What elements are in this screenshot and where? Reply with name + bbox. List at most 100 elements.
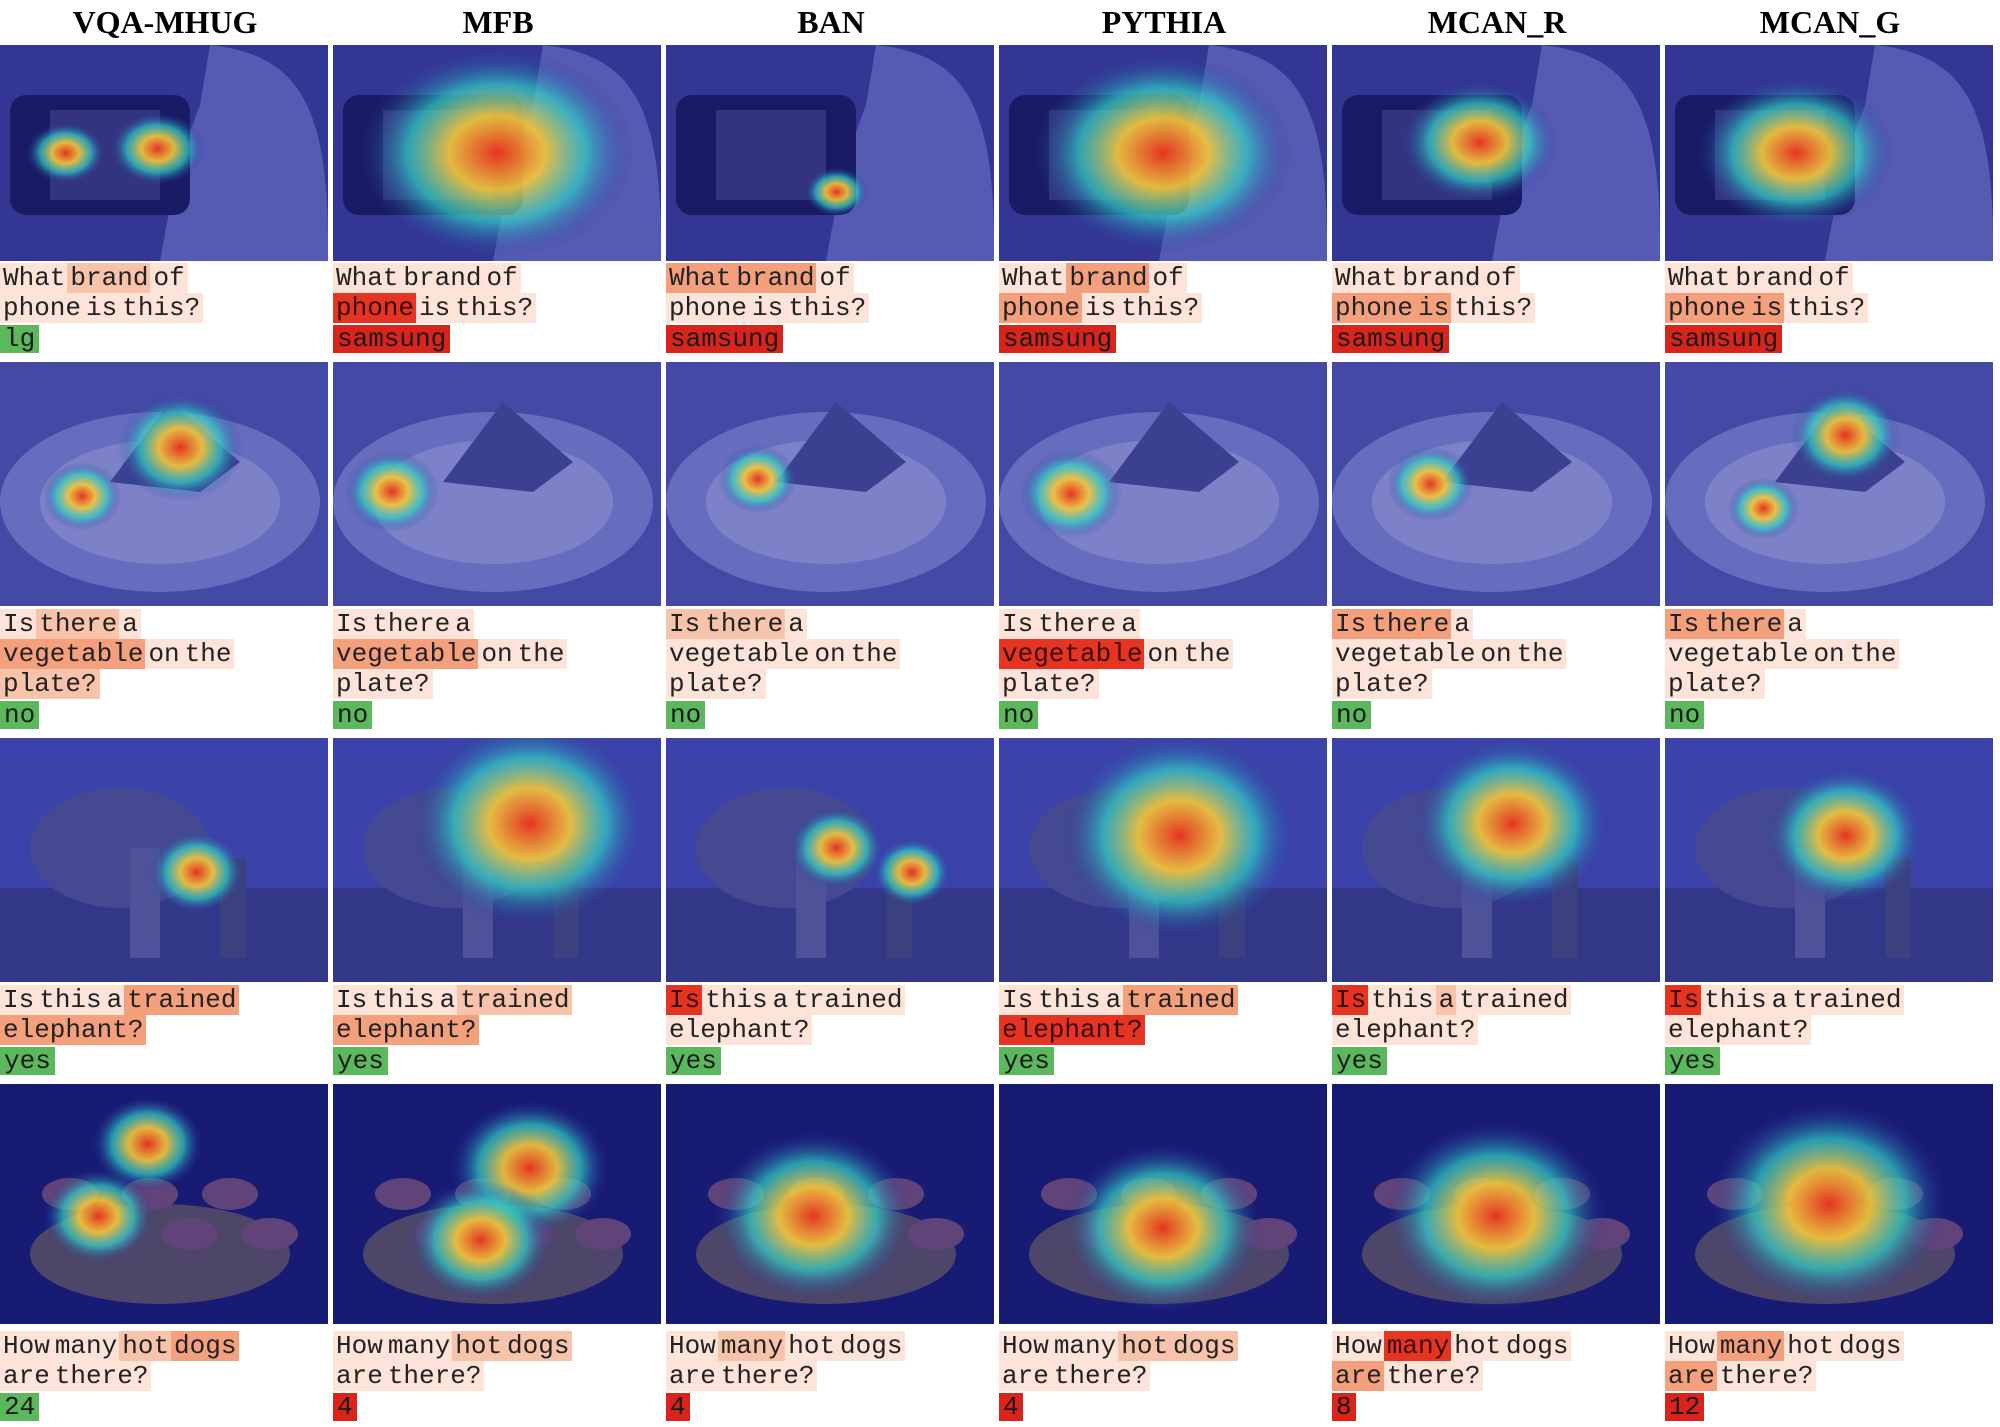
question-line: are there? — [1665, 1361, 1995, 1391]
attention-hotspot — [715, 1132, 912, 1300]
question-line: phone is this? — [0, 293, 330, 323]
question-token: hot — [1118, 1331, 1172, 1361]
question-token: the — [1846, 639, 1900, 669]
attention-map-image — [999, 738, 1327, 982]
question-line: are there? — [1332, 1361, 1662, 1391]
attention-overlay — [1332, 362, 1660, 606]
question-line: Is this a trained — [666, 985, 996, 1015]
question-answer-block: How many hot dogs are there? 12 — [1665, 1331, 1995, 1422]
question-line: phone is this? — [999, 293, 1329, 323]
answer-badge: lg — [0, 325, 40, 353]
question-token: elephant? — [0, 1015, 147, 1045]
answer-badge: no — [0, 701, 40, 729]
question-token: of — [483, 263, 521, 293]
question-answer-block: How many hot dogs are there? 8 — [1332, 1331, 1662, 1422]
question-token: many — [1383, 1331, 1453, 1361]
question-token: elephant? — [666, 1015, 813, 1045]
answer-badge: samsung — [333, 325, 451, 353]
attention-map-image — [1332, 1084, 1660, 1324]
question-answer-block: What brand of phone is this? samsung — [1332, 263, 1662, 354]
answer-badge: 4 — [333, 1393, 357, 1421]
question-line: Is there a — [1665, 609, 1995, 639]
question-token: is — [1415, 293, 1453, 323]
question-token: trained — [790, 985, 906, 1015]
question-token: brand — [733, 263, 818, 293]
question-line: vegetable on the — [999, 639, 1329, 669]
question-token: What — [999, 263, 1068, 293]
attention-hotspot — [1019, 449, 1123, 539]
question-token: many — [1050, 1331, 1120, 1361]
question-line: What brand of — [999, 263, 1329, 293]
question-token: brand — [400, 263, 485, 293]
question-token: there? — [384, 1361, 485, 1391]
question-token: phone — [0, 293, 85, 323]
question-token: Is — [1665, 985, 1703, 1015]
answer-badge: samsung — [1332, 325, 1450, 353]
question-token: a — [436, 985, 459, 1015]
question-token: there — [36, 609, 121, 639]
question-token: there? — [717, 1361, 818, 1391]
question-token: is — [416, 293, 454, 323]
question-token: the — [847, 639, 901, 669]
question-line: How many hot dogs — [1665, 1331, 1995, 1361]
question-line: plate? — [999, 669, 1329, 699]
question-answer-block: Is there a vegetable on the plate? no — [666, 609, 996, 730]
question-token: phone — [1332, 293, 1417, 323]
question-answer-block: What brand of phone is this? samsung — [333, 263, 663, 354]
question-token: are — [1665, 1361, 1718, 1391]
question-token: elephant? — [1665, 1015, 1812, 1045]
question-token: Is — [1332, 985, 1370, 1015]
column-header: PYTHIA — [1101, 4, 1227, 40]
question-token: of — [1815, 263, 1853, 293]
attention-hotspot — [110, 112, 205, 185]
question-token: of — [1149, 263, 1187, 293]
question-token: brand — [1066, 263, 1151, 293]
attention-hotspot — [1790, 387, 1901, 484]
question-token: the — [1513, 639, 1567, 669]
attention-map-image — [999, 362, 1327, 606]
question-token: hot — [1784, 1331, 1838, 1361]
question-token: dogs — [1170, 1331, 1239, 1361]
question-answer-block: What brand of phone is this? samsung — [999, 263, 1329, 354]
question-answer-block: How many hot dogs are there? 24 — [0, 1331, 330, 1422]
attention-hotspot — [149, 831, 245, 914]
question-token: on — [1144, 639, 1182, 669]
attention-overlay — [666, 362, 994, 606]
question-token: is — [1082, 293, 1120, 323]
question-line: What brand of — [666, 263, 996, 293]
question-token: are — [333, 1361, 386, 1391]
question-token: plate? — [999, 669, 1099, 699]
question-line: plate? — [1665, 669, 1995, 699]
attention-map-image — [1332, 362, 1660, 606]
answer-badge: 4 — [999, 1393, 1023, 1421]
question-token: is — [1748, 293, 1786, 323]
question-answer-block: Is this a trained elephant? yes — [0, 985, 330, 1076]
question-token: How — [666, 1331, 719, 1361]
question-token: How — [1665, 1331, 1718, 1361]
question-line: vegetable on the — [333, 639, 663, 669]
question-line: Is there a — [1332, 609, 1662, 639]
question-answer-block: What brand of phone is this? lg — [0, 263, 330, 354]
attention-map-image — [333, 362, 661, 606]
question-answer-block: What brand of phone is this? samsung — [666, 263, 996, 354]
question-line: Is there a — [333, 609, 663, 639]
question-token: What — [333, 263, 402, 293]
question-line: Is this a trained — [1332, 985, 1662, 1015]
question-token: vegetable — [1665, 639, 1812, 669]
question-token: are — [1332, 1361, 1385, 1391]
question-token: Is — [333, 609, 371, 639]
question-token: dogs — [504, 1331, 573, 1361]
question-token: What — [1665, 263, 1734, 293]
attention-hotspot — [43, 1168, 154, 1264]
question-token: plate? — [333, 669, 433, 699]
question-token: Is — [666, 985, 704, 1015]
question-line: are there? — [0, 1361, 330, 1391]
question-line: How many hot dogs — [0, 1331, 330, 1361]
question-token: this? — [119, 293, 204, 323]
column-header: MCAN_G — [1759, 4, 1901, 40]
question-token: there — [702, 609, 787, 639]
question-line: How many hot dogs — [1332, 1331, 1662, 1361]
question-token: plate? — [1665, 669, 1765, 699]
question-token: plate? — [0, 669, 100, 699]
question-answer-block: How many hot dogs are there? 4 — [666, 1331, 996, 1422]
